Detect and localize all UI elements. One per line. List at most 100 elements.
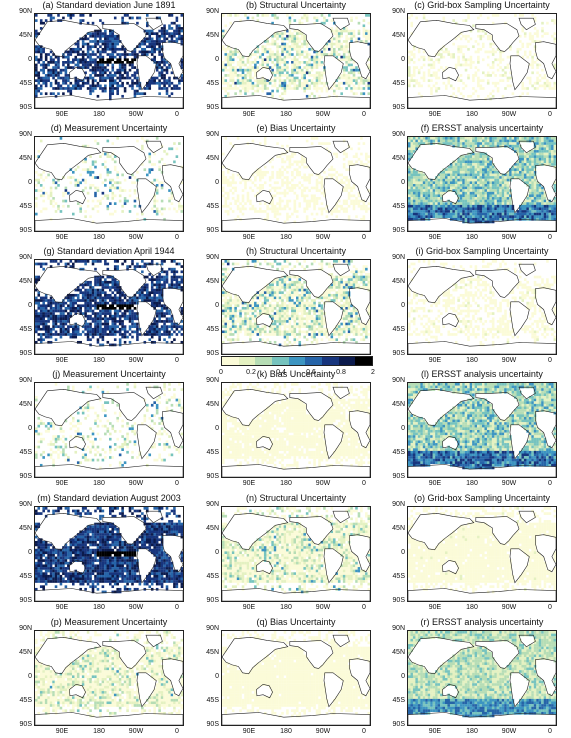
heatmap-cell [472,168,475,172]
heatmap-cell [126,199,129,203]
heatmap-cell [39,84,43,88]
heatmap-cell [42,262,45,266]
heatmap-cell [286,84,289,88]
heatmap-cell [57,207,60,211]
heatmap-cell [531,199,534,203]
heatmap-cell [153,197,156,200]
heatmap-cell [266,55,269,59]
heatmap-cell [350,63,353,67]
heatmap-cell [543,32,547,35]
heatmap-cell [141,212,144,216]
heatmap-cell [474,152,478,156]
heatmap-cell [229,58,232,62]
heatmap-cell [347,42,351,46]
heatmap-cell [330,176,334,179]
heatmap-cell [39,173,43,177]
heatmap-cell [491,144,495,148]
heatmap-cell [305,178,309,182]
heatmap-cell [459,202,463,205]
heatmap-cell [236,63,240,67]
heatmap-cell [244,186,247,190]
heatmap-cell [457,189,460,192]
x-tick-label: 0 [548,234,552,241]
heatmap-cell [536,210,539,213]
heatmap-cell [546,32,549,35]
heatmap-cell [355,68,358,72]
heatmap-cell [543,163,547,166]
heatmap-cell [459,137,463,140]
heatmap-cell [62,194,65,198]
heatmap-cell [224,29,228,33]
heatmap-cell [123,21,127,25]
heatmap-cell [153,178,156,182]
heatmap-cell [146,14,149,17]
heatmap-cell [222,165,225,169]
heatmap-cell [459,47,463,51]
heatmap-cell [293,79,297,82]
heatmap-cell [362,202,366,205]
heatmap-cell [425,215,428,219]
coastline [35,19,102,58]
coastline [332,17,350,31]
heatmap-cell [521,217,525,221]
heatmap-cell [104,312,107,315]
heatmap-cell [491,210,495,213]
heatmap-cell [300,157,304,161]
heatmap-cell [489,170,492,174]
heatmap-cell [94,71,97,75]
heatmap-cell [263,61,267,64]
heatmap-cell [64,307,68,310]
heatmap-cell [39,320,43,323]
heatmap-cell [244,184,247,187]
heatmap-cell [333,207,336,211]
heatmap-cell [106,76,110,80]
heatmap-cell [347,53,351,56]
heatmap-cell [548,215,552,219]
heatmap-cell [224,47,228,51]
heatmap-cell [415,197,418,200]
heatmap-cell [440,53,443,56]
heatmap-cell [318,76,321,80]
heatmap-cell [283,42,287,46]
heatmap-cell [499,181,502,185]
heatmap-cell [37,45,41,49]
heatmap-cell [541,147,544,151]
heatmap-cell [94,320,97,323]
heatmap-cell [118,84,122,88]
heatmap-cell [153,194,156,198]
heatmap-cell [35,155,38,158]
heatmap-cell [222,47,225,51]
heatmap-cell [474,165,478,169]
heatmap-cell [47,317,50,321]
heatmap-cell [313,16,316,20]
heatmap-cell [62,79,65,82]
heatmap-cell [67,320,70,323]
heatmap-cell [246,68,250,72]
heatmap-cell [109,61,112,64]
heatmap-cell [128,63,132,67]
heatmap-cell [99,199,102,203]
heatmap-cell [352,199,356,203]
heatmap-cell [342,66,346,69]
heatmap-cell [143,29,147,33]
heatmap-cell [229,21,232,25]
heatmap-cell [226,84,230,88]
heatmap-cell [459,63,463,67]
heatmap-cell [99,58,102,62]
heatmap-cell [91,66,95,69]
heatmap-cell [259,168,262,172]
heatmap-cell [49,340,53,344]
heatmap-cell [54,322,58,326]
heatmap-cell [76,340,80,344]
heatmap-cell [491,50,495,54]
heatmap-cell [335,84,339,88]
heatmap-cell [536,29,539,33]
heatmap-cell [96,260,100,263]
heatmap-cell [504,137,507,140]
heatmap-cell [158,160,161,164]
y-tick-label: 0 [28,179,32,186]
heatmap-cell [94,314,97,318]
heatmap-cell [410,212,414,216]
heatmap-cell [37,178,41,182]
heatmap-cell [37,325,41,328]
